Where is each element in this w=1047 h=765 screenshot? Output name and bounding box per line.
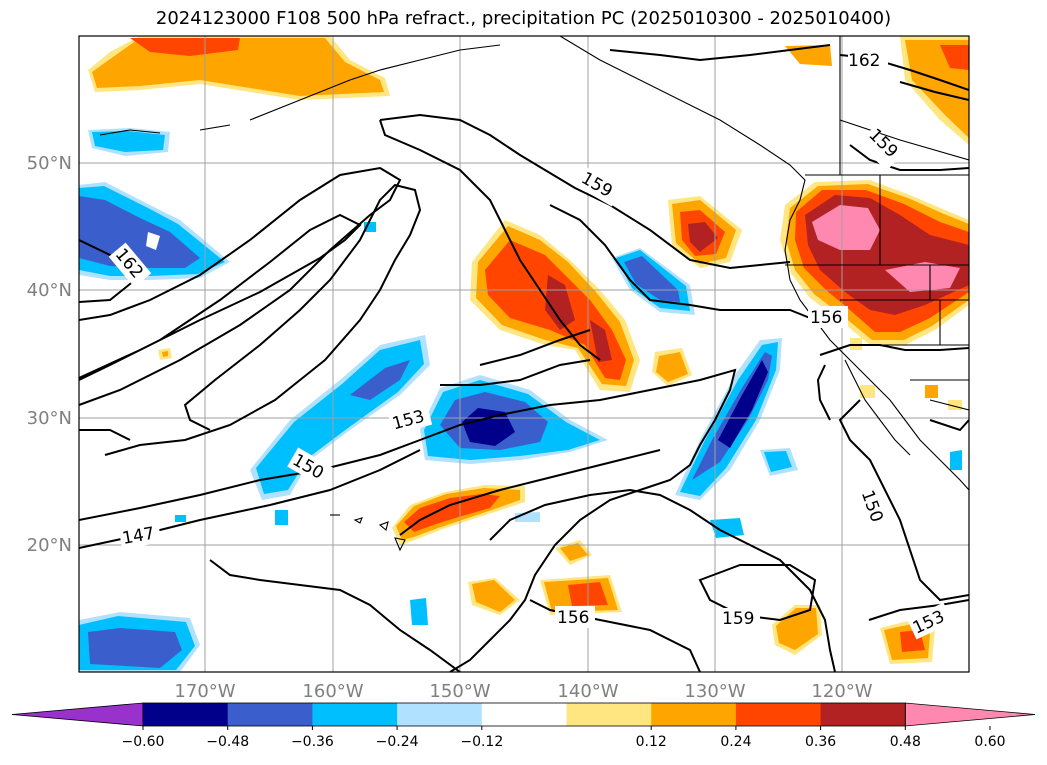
longitude-labels: 170°W 160°W 150°W 140°W 130°W 120°W [174,681,872,702]
colorbar-segment [566,703,652,726]
lon-tick-label: 140°W [557,681,618,702]
colorbar-segment [820,703,906,726]
map-frame [78,35,970,673]
colorbar-extend-high [904,702,1036,727]
lon-tick-label: 160°W [302,681,363,702]
colorbar-tick-label: −0.24 [376,734,419,750]
negative-anomalies [79,128,962,672]
colorbar-segment [735,703,822,726]
graticule [79,36,969,672]
lon-tick-label: 120°W [811,681,872,702]
colorbar-segment [397,703,483,726]
colorbar-tick-label: 0.60 [974,734,1005,750]
colorbar-tick-label: 0.48 [890,734,921,750]
map-title: 2024123000 F108 500 hPa refract., precip… [155,8,892,29]
colorbar-tick-label: 0.24 [720,734,751,750]
positive-anomalies [88,36,969,664]
contour-label: 156 [557,608,589,628]
contour-label: 156 [810,308,842,328]
colorbar-tick-label: −0.48 [206,734,249,750]
colorbar-tick-label: −0.36 [291,734,334,750]
map-content: 162 159 162 159 156 153 150 147 156 159 … [79,36,969,672]
latitude-labels: 50°N 40°N 30°N 20°N [27,153,72,556]
lon-tick-label: 130°W [684,681,745,702]
colorbar-extend-low [11,702,144,727]
contour-label: 159 [722,609,754,629]
lat-tick-label: 50°N [27,153,72,174]
colorbar-segment [312,703,398,726]
contour-label: 162 [848,51,880,71]
colorbar-tick-label: 0.12 [636,734,667,750]
colorbar: −0.60 −0.48 −0.36 −0.24 −0.12 0.12 0.24 0.36 0.4… [11,702,1036,750]
colorbar-segment [143,703,229,726]
lat-tick-label: 40°N [27,280,72,301]
lon-tick-label: 170°W [174,681,235,702]
refractivity-contours [79,44,969,672]
lat-tick-label: 20°N [27,535,72,556]
colorbar-segment [227,703,313,726]
contour-labels: 162 159 162 159 156 153 150 147 156 159 … [108,48,953,640]
colorbar-tick-label: −0.12 [460,734,503,750]
colorbar-tick-label: 0.36 [805,734,836,750]
lat-tick-label: 30°N [27,408,72,429]
colorbar-segment [651,703,737,726]
colorbar-segment [481,703,567,726]
colorbar-frame [142,702,906,727]
coastlines [99,36,969,552]
lon-tick-label: 150°W [429,681,490,702]
colorbar-tick-label: −0.60 [122,734,165,750]
